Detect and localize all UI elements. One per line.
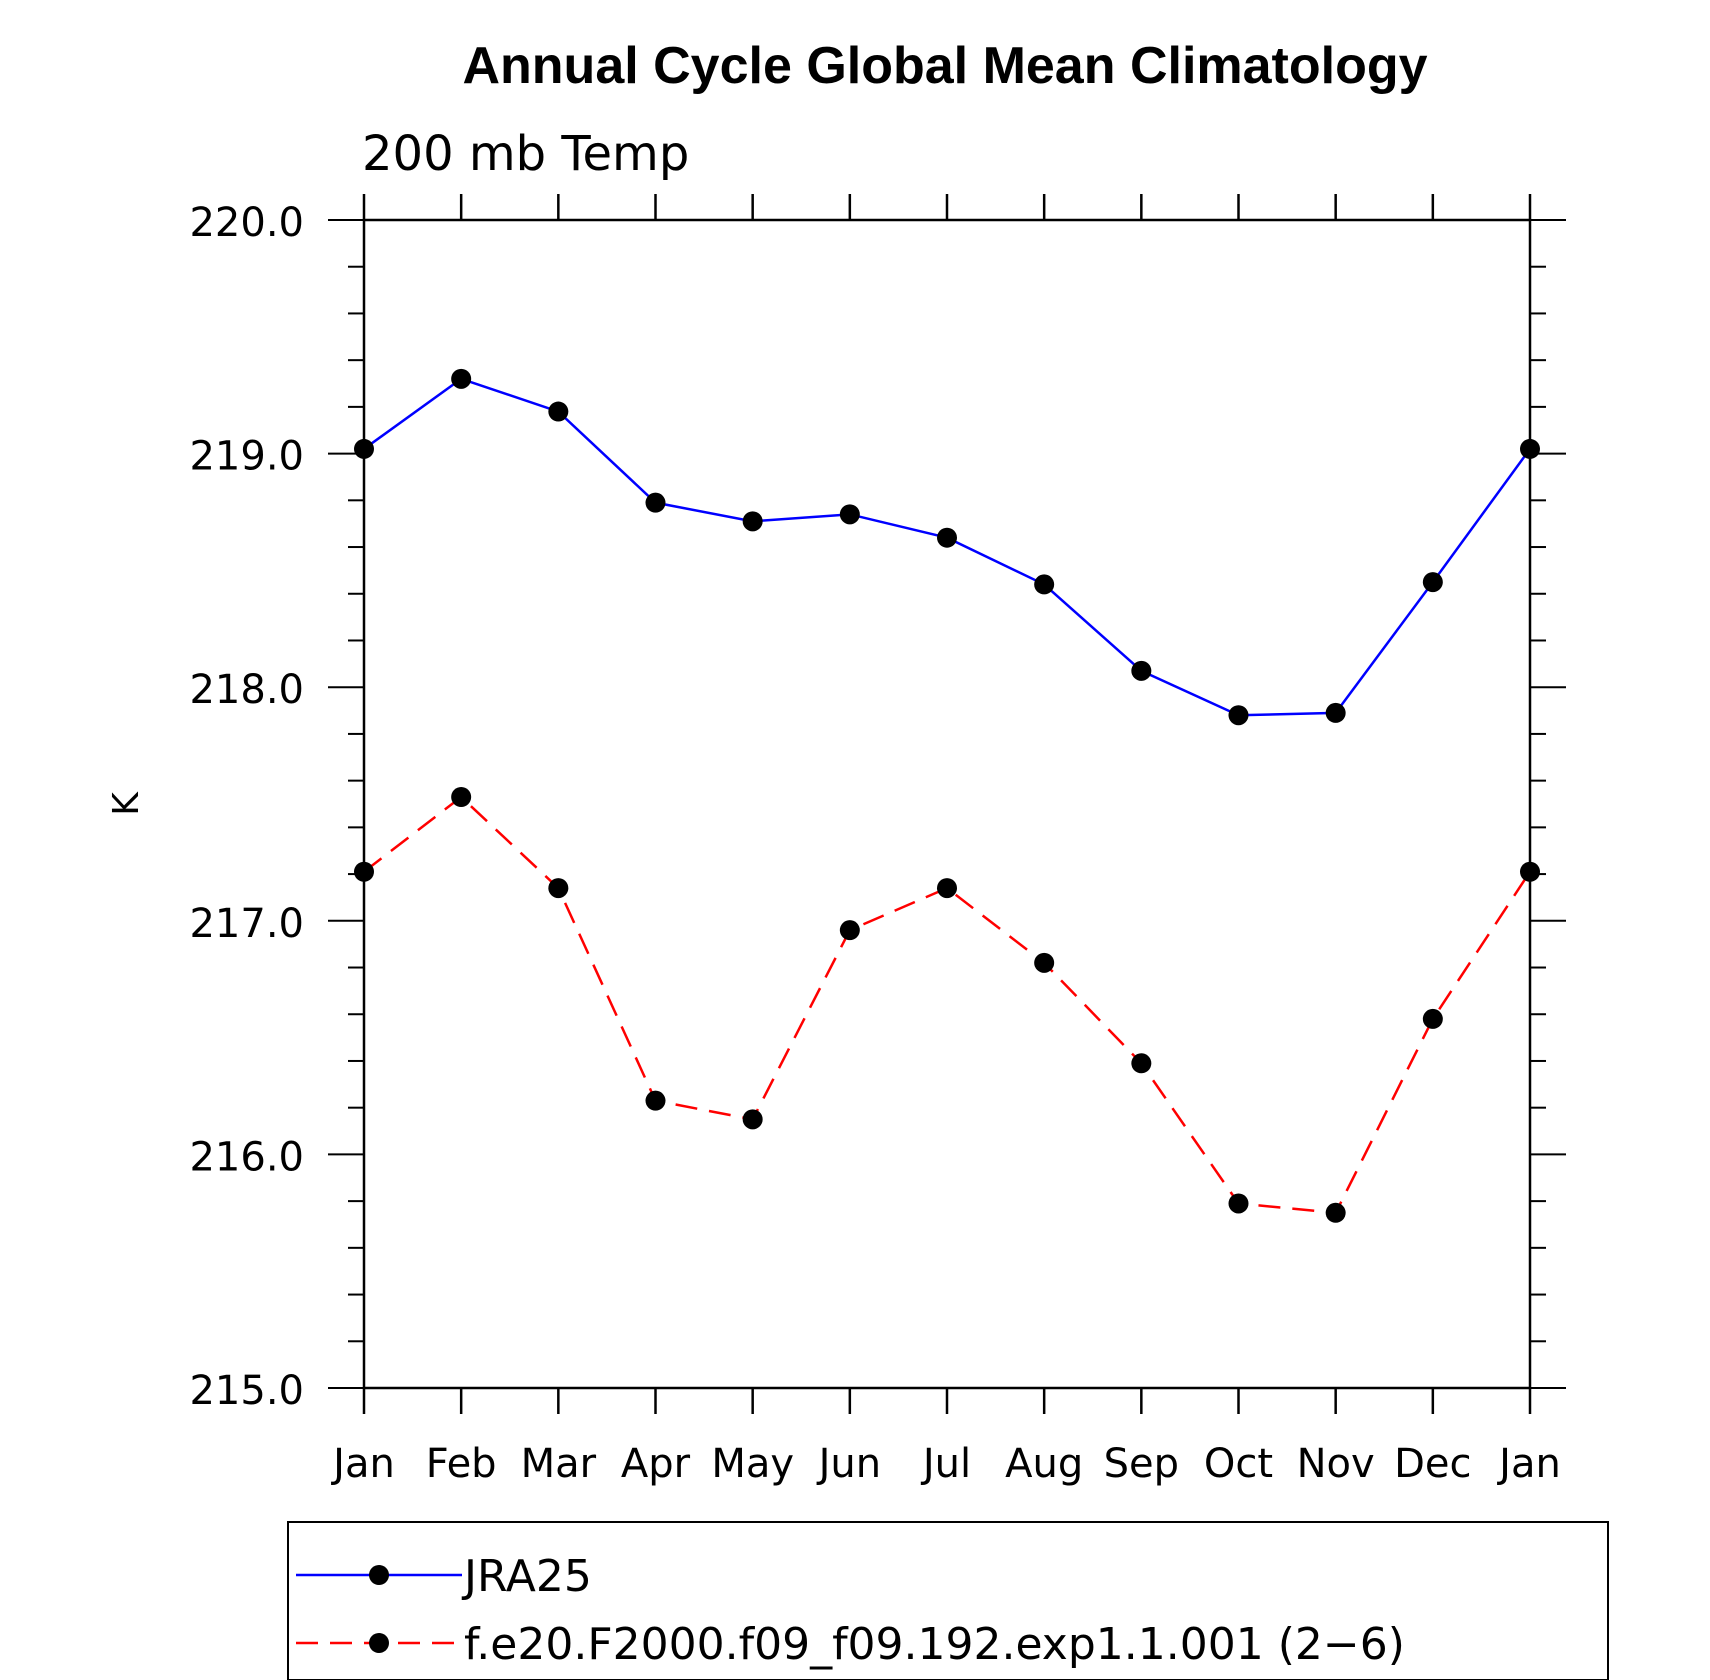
- series-2-point: [937, 878, 957, 899]
- x-tick-label: Jan: [1496, 1441, 1561, 1487]
- x-tick-label: Feb: [426, 1441, 497, 1487]
- series-2-point: [1422, 1008, 1443, 1029]
- series-2-point: [548, 878, 569, 899]
- series-1-point: [645, 492, 666, 513]
- series-1-point: [1422, 572, 1443, 593]
- legend-items: JRA25 f.e20.F2000.f09_f09.192.exp1.1.001 …: [296, 1551, 1405, 1670]
- legend-marker-1: [369, 1565, 389, 1585]
- series-1-point: [1520, 438, 1540, 459]
- x-tick-label: Jul: [920, 1441, 971, 1487]
- series-1-point: [839, 504, 860, 525]
- series-1-point: [937, 527, 957, 548]
- series-1-point: [1325, 702, 1346, 723]
- x-tick-label: Sep: [1104, 1441, 1179, 1487]
- series-1-point: [354, 438, 374, 459]
- series-2-point: [742, 1109, 763, 1130]
- y-tick-label: 217.0: [189, 901, 304, 947]
- series-2-point: [645, 1090, 666, 1111]
- series-1-point: [1131, 660, 1152, 681]
- series-1-point: [548, 401, 569, 422]
- chart-subtitle: 200 mb Temp: [362, 126, 689, 182]
- series-layer: [354, 368, 1540, 1223]
- x-tick-label: May: [711, 1441, 794, 1487]
- axis-ticks: [328, 194, 1566, 1414]
- series-1-point: [742, 511, 763, 532]
- x-axis-tick-labels: Jan Feb Mar Apr May Jun Jul Aug Sep Oct Nov Dec Jan: [330, 1441, 1561, 1487]
- series-2-point: [1034, 952, 1055, 973]
- y-axis-label: K: [106, 791, 147, 816]
- legend: JRA25 f.e20.F2000.f09_f09.192.exp1.1.001 …: [287, 1521, 1609, 1680]
- series-2-point: [1131, 1053, 1152, 1074]
- x-tick-label: Jun: [816, 1441, 882, 1487]
- legend-box: [287, 1521, 1609, 1680]
- series-2-point: [1228, 1193, 1249, 1214]
- legend-label-1: JRA25: [461, 1551, 592, 1602]
- series-2-point: [354, 861, 374, 882]
- y-tick-label: 216.0: [189, 1134, 304, 1180]
- series-2-point: [839, 920, 860, 941]
- series-2-point: [1325, 1202, 1346, 1223]
- legend-label-2: f.e20.F2000.f09_f09.192.exp1.1.001 (2−6): [464, 1619, 1405, 1670]
- x-tick-label: Apr: [621, 1441, 691, 1487]
- series-2-point: [451, 786, 472, 807]
- x-tick-label: Nov: [1297, 1441, 1375, 1487]
- x-tick-label: Oct: [1204, 1441, 1273, 1487]
- x-tick-label: Aug: [1005, 1441, 1083, 1487]
- x-tick-label: Mar: [521, 1441, 597, 1487]
- series-1-point: [1228, 705, 1249, 726]
- legend-marker-2: [369, 1633, 389, 1653]
- series-2-point: [1520, 861, 1540, 882]
- series-line-2: [363, 795, 1532, 1215]
- y-tick-label: 218.0: [189, 667, 304, 713]
- series-1-point: [451, 368, 472, 389]
- series-1-point: [1034, 574, 1055, 595]
- plot-frame: [362, 218, 1532, 1390]
- y-tick-label: 220.0: [189, 200, 304, 246]
- chart-title: Annual Cycle Global Mean Climatology: [462, 37, 1427, 95]
- y-tick-label: 219.0: [189, 434, 304, 480]
- y-tick-label: 215.0: [189, 1368, 304, 1414]
- x-tick-label: Jan: [330, 1441, 395, 1487]
- x-tick-label: Dec: [1394, 1441, 1471, 1487]
- y-axis-tick-labels: 215.0 216.0 217.0 218.0 219.0 220.0: [189, 200, 304, 1414]
